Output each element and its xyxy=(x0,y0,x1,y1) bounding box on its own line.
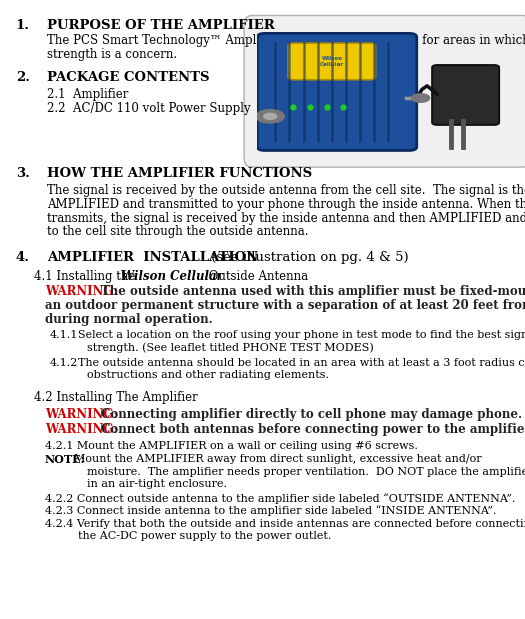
Text: HOW THE AMPLIFIER FUNCTIONS: HOW THE AMPLIFIER FUNCTIONS xyxy=(47,167,312,180)
Text: AMPLIFIER  INSTALLATION: AMPLIFIER INSTALLATION xyxy=(47,251,258,264)
Text: 3.: 3. xyxy=(16,167,29,180)
Text: obstructions and other radiating elements.: obstructions and other radiating element… xyxy=(87,370,329,380)
Text: WARNING:: WARNING: xyxy=(45,423,118,436)
Text: moisture.  The amplifier needs proper ventilation.  DO NOT place the amplifier: moisture. The amplifier needs proper ven… xyxy=(87,467,525,477)
Text: PURPOSE OF THE AMPLIFIER: PURPOSE OF THE AMPLIFIER xyxy=(47,19,275,32)
Text: 4.2.1 Mount the AMPLIFIER on a wall or ceiling using #6 screws.: 4.2.1 Mount the AMPLIFIER on a wall or c… xyxy=(45,441,417,451)
Text: (see illustration on pg. 4 & 5): (see illustration on pg. 4 & 5) xyxy=(207,251,409,264)
Text: WARNING:: WARNING: xyxy=(45,408,118,421)
Text: 2.: 2. xyxy=(16,71,30,84)
Text: Connecting amplifier directly to cell phone may damage phone.: Connecting amplifier directly to cell ph… xyxy=(101,408,522,421)
Text: Outside Antenna: Outside Antenna xyxy=(205,270,308,283)
Text: The signal is received by the outside antenna from the cell site.  The signal is: The signal is received by the outside an… xyxy=(47,184,525,197)
Text: Mount the AMPLIFIER away from direct sunlight, excessive heat and/or: Mount the AMPLIFIER away from direct sun… xyxy=(74,454,481,464)
FancyBboxPatch shape xyxy=(288,43,375,80)
Text: The outside antenna should be located in an area with at least a 3 foot radius c: The outside antenna should be located in… xyxy=(78,358,525,368)
Text: 1.: 1. xyxy=(16,19,30,32)
Text: PACKAGE CONTENTS: PACKAGE CONTENTS xyxy=(47,71,210,84)
Text: WARNING:: WARNING: xyxy=(45,285,118,298)
Text: AMPLIFIED and transmitted to your phone through the inside antenna. When the pho: AMPLIFIED and transmitted to your phone … xyxy=(47,198,525,211)
FancyBboxPatch shape xyxy=(432,65,499,125)
Text: The outside antenna used with this amplifier must be fixed-mounted on: The outside antenna used with this ampli… xyxy=(101,285,525,298)
FancyBboxPatch shape xyxy=(257,33,417,150)
Text: 2.1  Amplifier: 2.1 Amplifier xyxy=(47,88,129,101)
Circle shape xyxy=(264,113,277,119)
Text: strength is a concern.: strength is a concern. xyxy=(47,48,177,61)
Text: 4.2.2 Connect outside antenna to the amplifier side labeled “OUTSIDE ANTENNA”.: 4.2.2 Connect outside antenna to the amp… xyxy=(45,493,515,503)
Text: 4.1.1: 4.1.1 xyxy=(50,330,78,340)
Text: 4.: 4. xyxy=(16,251,30,264)
Text: Wilson
Cellular: Wilson Cellular xyxy=(320,56,344,67)
Text: the AC-DC power supply to the power outlet.: the AC-DC power supply to the power outl… xyxy=(78,531,331,541)
Circle shape xyxy=(256,110,284,123)
Text: an outdoor permanent structure with a separation of at least 20 feet from all pe: an outdoor permanent structure with a se… xyxy=(45,299,525,312)
Text: 4.2 Installing The Amplifier: 4.2 Installing The Amplifier xyxy=(34,391,198,404)
Circle shape xyxy=(412,93,429,102)
Text: 4.1 Installing the: 4.1 Installing the xyxy=(34,270,139,283)
Text: strength. (See leaflet titled PHONE TEST MODES): strength. (See leaflet titled PHONE TEST… xyxy=(87,342,373,353)
Text: NOTE:: NOTE: xyxy=(45,454,85,465)
Text: in an air-tight enclosure.: in an air-tight enclosure. xyxy=(87,479,227,489)
FancyBboxPatch shape xyxy=(244,15,525,167)
Text: Connect both antennas before connecting power to the amplifier.: Connect both antennas before connecting … xyxy=(101,423,525,436)
Text: 2.2  AC/DC 110 volt Power Supply: 2.2 AC/DC 110 volt Power Supply xyxy=(47,102,251,115)
Text: Select a location on the roof using your phone in test mode to find the best sig: Select a location on the roof using your… xyxy=(78,330,525,340)
Text: 4.2.4 Verify that both the outside and inside antennas are connected before conn: 4.2.4 Verify that both the outside and i… xyxy=(45,519,525,529)
Text: Wilson Cellular: Wilson Cellular xyxy=(121,270,223,283)
Text: The PCS Smart Technology™ Amplifier improves RF coverage for areas in which low : The PCS Smart Technology™ Amplifier impr… xyxy=(47,34,525,47)
Text: 4.2.3 Connect inside antenna to the amplifier side labeled “INSIDE ANTENNA”.: 4.2.3 Connect inside antenna to the ampl… xyxy=(45,505,496,516)
Text: during normal operation.: during normal operation. xyxy=(45,313,213,326)
Text: 4.1.2: 4.1.2 xyxy=(50,358,78,368)
Text: to the cell site through the outside antenna.: to the cell site through the outside ant… xyxy=(47,225,309,238)
Text: transmits, the signal is received by the inside antenna and then AMPLIFIED and t: transmits, the signal is received by the… xyxy=(47,212,525,225)
